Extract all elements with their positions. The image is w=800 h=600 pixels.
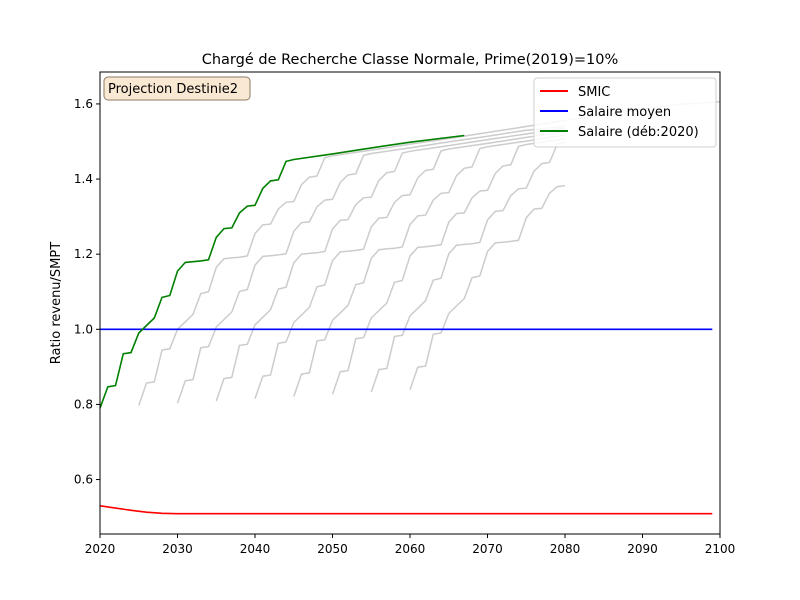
legend-frame [533,77,717,148]
legend-label-salaire-moyen: Salaire moyen [578,105,671,120]
y-tick-label-1.4: 1.4 [74,172,93,186]
chart-title: Chargé de Recherche Classe Normale, Prim… [202,52,619,68]
x-axis-ticks: 2020 2030 2040 2050 2060 2070 2080 2090 2100 [85,534,736,556]
annotation-text: Projection Destinie2 [108,82,238,97]
legend-label-salaire-deb2020: Salaire (déb:2020) [578,125,699,140]
cohort-line-2035 [215,127,566,402]
cohort-line-2030 [176,125,566,404]
series-line-smic [100,505,713,515]
x-tick-label-2090: 2090 [627,542,658,556]
x-tick-label-2060: 2060 [395,542,426,556]
y-axis-ticks: 0.6 0.8 1.0 1.2 1.4 1.6 [74,97,100,487]
y-tick-label-0.6: 0.6 [74,473,93,487]
y-tick-label-1.2: 1.2 [74,247,93,261]
plot-area [100,72,720,534]
x-tick-label-2050: 2050 [317,542,348,556]
y-tick-label-1.6: 1.6 [74,97,93,111]
x-tick-label-2070: 2070 [472,542,503,556]
x-tick-label-2100: 2100 [705,542,736,556]
legend-label-smic: SMIC [578,85,610,100]
y-tick-label-0.8: 0.8 [74,397,93,411]
cohort-line-2060 [409,185,566,391]
cohort-line-2050 [331,138,566,395]
x-tick-label-2040: 2040 [240,542,271,556]
series-lines [100,134,713,515]
x-tick-label-2080: 2080 [550,542,581,556]
x-tick-label-2030: 2030 [162,542,193,556]
series-line-salaire-deb2020 [100,134,465,409]
y-tick-label-1: 1.0 [74,322,93,336]
cohort-line-2055 [370,141,566,393]
x-tick-label-2020: 2020 [85,542,116,556]
legend: SMIC Salaire moyen Salaire (déb:2020) [533,77,717,148]
y-axis-label: Ratio revenu/SMPT [49,242,64,364]
annotation-box: Projection Destinie2 [103,76,251,101]
cohort-line-2025 [138,100,720,406]
